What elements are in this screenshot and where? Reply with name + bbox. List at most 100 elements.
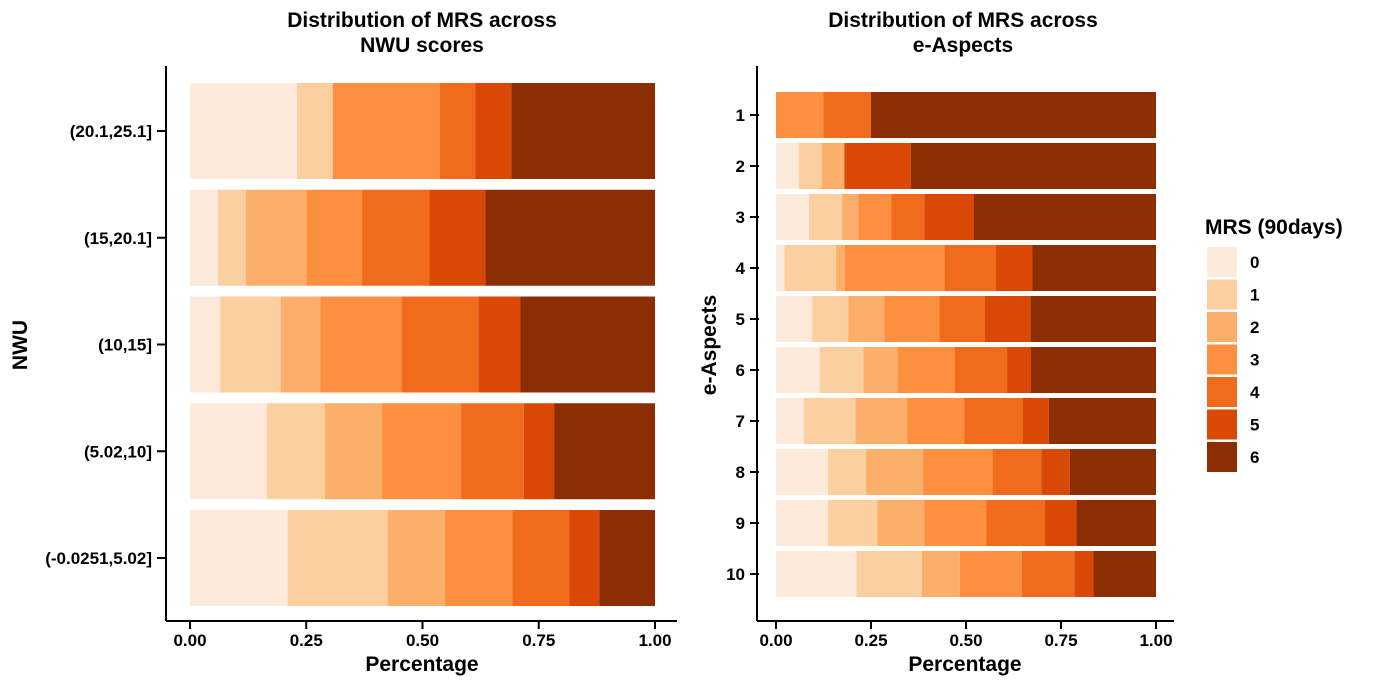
easpects-y-tick-label: 8: [736, 463, 745, 482]
legend-swatch-5: [1207, 409, 1237, 440]
nwu-bar-3-mrs-5: [478, 296, 521, 393]
nwu-bar-5-mrs-3: [444, 510, 513, 606]
easpects-y-tick-label: 4: [736, 259, 746, 278]
easpects-bar-10-mrs-1: [856, 551, 922, 597]
easpects-bar-6-mrs-0: [776, 347, 820, 393]
panel-easpects-y-axis-label: e-Aspects: [698, 295, 721, 395]
legend-swatch-4: [1207, 377, 1237, 407]
nwu-bar-5-mrs-5: [569, 510, 600, 606]
nwu-y-tick-label: (15,20.1]: [84, 229, 152, 248]
nwu-bar-2-mrs-6: [485, 189, 655, 286]
easpects-bar-6-mrs-3: [897, 347, 955, 393]
easpects-bar-5-mrs-3: [884, 296, 940, 342]
nwu-bar-1-mrs-3: [332, 83, 440, 179]
nwu-x-tick-label: 0.50: [406, 631, 439, 650]
easpects-bar-7-mrs-3: [907, 398, 965, 444]
easpects-bar-7-mrs-0: [776, 398, 804, 444]
legend-swatch-2: [1207, 312, 1237, 342]
panel-easpects-y-tick-labels: 1 2 3 4 5 6 7 8 9 10: [726, 106, 759, 584]
easpects-bar-10-mrs-6: [1093, 551, 1156, 597]
panel-nwu-bars: [190, 83, 655, 606]
easpects-bar-10-mrs-2: [921, 551, 960, 597]
easpects-bar-7-mrs-1: [803, 398, 856, 444]
nwu-bar-4-mrs-4: [461, 403, 524, 500]
easpects-bar-5-mrs-5: [985, 296, 1031, 342]
panel-easpects-x-axis-label: Percentage: [908, 653, 1021, 676]
legend-label-3: 3: [1250, 351, 1259, 370]
nwu-x-tick-label: 0.00: [173, 631, 206, 650]
easpects-bar-5-mrs-4: [939, 296, 985, 342]
legend-swatch-6: [1207, 442, 1237, 472]
easpects-bar-6-mrs-5: [1007, 347, 1031, 393]
easpects-bar-2-mrs-2: [821, 143, 845, 189]
easpects-bar-4-mrs-5: [996, 245, 1033, 291]
easpects-x-tick-label: 0.25: [854, 631, 887, 650]
easpects-bar-10-mrs-5: [1074, 551, 1094, 597]
panel-nwu-y-axis-label: NWU: [9, 320, 32, 370]
easpects-bar-1-mrs-3: [776, 92, 824, 138]
legend-items: 0 1 2 3 4 5 6: [1207, 247, 1260, 472]
panel-nwu-y-tick-labels: (20.1,25.1] (15,20.1] (10,15] (5.02,10] (-0.…: [45, 122, 166, 568]
nwu-bar-3-mrs-6: [520, 296, 655, 393]
easpects-bar-8-mrs-6: [1069, 449, 1156, 495]
easpects-bar-6-mrs-6: [1030, 347, 1156, 393]
panel-easpects: Distribution of MRS across e-Aspects 1 2 3…: [698, 9, 1174, 676]
nwu-bar-4-mrs-0: [190, 403, 267, 500]
nwu-bar-5-mrs-6: [599, 510, 655, 606]
easpects-bar-3-mrs-0: [776, 194, 810, 240]
nwu-y-tick-label: (-0.0251,5.02]: [45, 549, 152, 568]
easpects-y-tick-label: 5: [736, 310, 745, 329]
easpects-y-tick-label: 1: [736, 106, 745, 125]
easpects-y-tick-label: 10: [726, 565, 745, 584]
easpects-bar-7-mrs-2: [855, 398, 908, 444]
nwu-bar-4-mrs-1: [266, 403, 325, 500]
easpects-x-tick-label: 0.75: [1044, 631, 1077, 650]
easpects-bar-3-mrs-3: [858, 194, 892, 240]
easpects-bar-10-mrs-0: [776, 551, 857, 597]
panel-nwu: Distribution of MRS across NWU scores (2…: [9, 9, 677, 676]
panel-easpects-bars: [776, 92, 1156, 597]
nwu-bar-2-mrs-1: [217, 189, 246, 286]
easpects-bar-8-mrs-3: [923, 449, 993, 495]
easpects-bar-9-mrs-4: [986, 500, 1046, 546]
nwu-bar-2-mrs-4: [362, 189, 430, 286]
easpects-bar-9-mrs-6: [1076, 500, 1156, 546]
nwu-bar-3-mrs-3: [320, 296, 402, 393]
easpects-bar-10-mrs-3: [959, 551, 1022, 597]
easpects-bar-6-mrs-2: [863, 347, 898, 393]
easpects-bar-5-mrs-1: [812, 296, 849, 342]
easpects-bar-6-mrs-1: [819, 347, 864, 393]
nwu-bar-3-mrs-1: [220, 296, 281, 393]
easpects-y-tick-label: 9: [736, 514, 745, 533]
nwu-bar-5-mrs-2: [387, 510, 445, 606]
nwu-x-tick-label: 0.75: [522, 631, 555, 650]
nwu-bar-5-mrs-0: [190, 510, 288, 606]
easpects-bar-9-mrs-0: [776, 500, 829, 546]
easpects-bar-5-mrs-0: [776, 296, 813, 342]
easpects-bar-9-mrs-5: [1045, 500, 1077, 546]
nwu-y-tick-label: (10,15]: [98, 336, 152, 355]
legend-title: MRS (90days): [1205, 216, 1343, 239]
legend-label-4: 4: [1250, 383, 1260, 402]
easpects-bar-3-mrs-5: [924, 194, 974, 240]
easpects-bar-8-mrs-1: [828, 449, 867, 495]
nwu-bar-3-mrs-2: [280, 296, 321, 393]
easpects-bar-1-mrs-6: [871, 92, 1156, 138]
nwu-y-tick-label: (5.02,10]: [84, 442, 152, 461]
panel-nwu-x-tick-labels: 0.00 0.25 0.50 0.75 1.00: [173, 621, 672, 650]
easpects-bar-4-mrs-0: [776, 245, 785, 291]
nwu-bar-4-mrs-2: [324, 403, 383, 500]
legend-swatch-0: [1207, 247, 1237, 277]
nwu-bar-4-mrs-6: [554, 403, 655, 500]
easpects-bar-8-mrs-5: [1041, 449, 1070, 495]
nwu-bar-4-mrs-5: [523, 403, 555, 500]
easpects-x-tick-label: 0.00: [759, 631, 792, 650]
easpects-y-tick-label: 6: [736, 361, 745, 380]
nwu-bar-1-mrs-6: [511, 83, 655, 179]
nwu-x-tick-label: 0.25: [290, 631, 323, 650]
nwu-bar-1-mrs-1: [296, 83, 333, 179]
nwu-bar-3-mrs-4: [401, 296, 479, 393]
easpects-bar-2-mrs-0: [776, 143, 799, 189]
easpects-y-tick-label: 2: [736, 157, 745, 176]
